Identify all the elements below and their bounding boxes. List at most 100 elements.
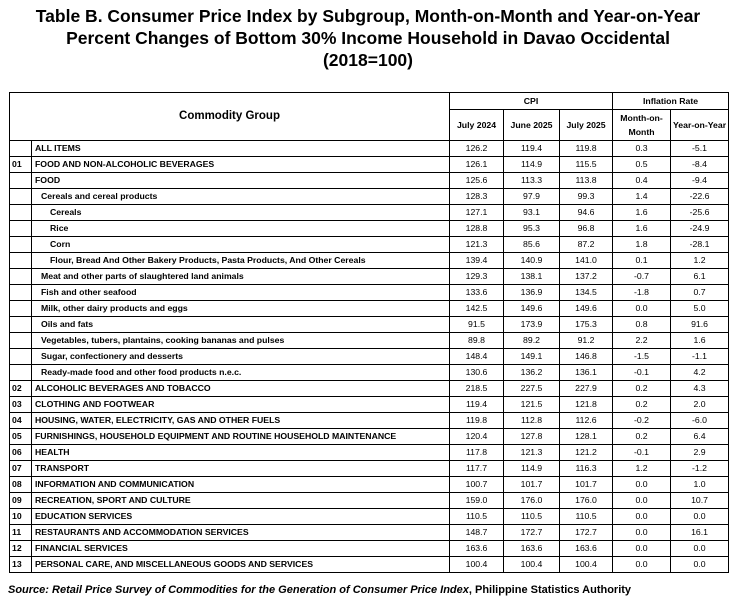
row-commodity-name: TRANSPORT — [30, 460, 451, 477]
cell-jun25: 113.3 — [503, 172, 561, 189]
cell-yoy: 0.0 — [670, 556, 730, 573]
cell-jul25: 101.7 — [559, 476, 614, 493]
table-row: ALL ITEMS 126.2 119.4 119.8 0.3 -5.1 — [9, 140, 730, 157]
cell-mom: 0.0 — [612, 492, 672, 509]
cell-yoy: 6.1 — [670, 268, 730, 285]
cell-jul24: 127.1 — [449, 204, 505, 221]
cell-yoy: 16.1 — [670, 524, 730, 541]
cell-jun25: 176.0 — [503, 492, 561, 509]
cell-jul25: 115.5 — [559, 156, 614, 173]
cell-mom: 1.6 — [612, 204, 672, 221]
row-code: 11 — [9, 524, 32, 541]
cell-yoy: 1.2 — [670, 252, 730, 269]
row-commodity-name: FOOD — [30, 172, 451, 189]
cell-jun25: 136.9 — [503, 284, 561, 301]
table-row: 12 FINANCIAL SERVICES 163.6 163.6 163.6 0.0 0.… — [9, 540, 730, 557]
cell-jul25: 134.5 — [559, 284, 614, 301]
row-code: 05 — [9, 428, 32, 445]
cell-jul24: 120.4 — [449, 428, 505, 445]
row-commodity-name: Corn — [30, 236, 451, 253]
cell-jul24: 129.3 — [449, 268, 505, 285]
row-code — [9, 252, 32, 269]
table-row: Ready-made food and other food products … — [9, 364, 730, 381]
row-code: 08 — [9, 476, 32, 493]
cell-mom: 0.2 — [612, 428, 672, 445]
cell-mom: 0.8 — [612, 316, 672, 333]
cell-jul24: 126.1 — [449, 156, 505, 173]
row-code — [9, 204, 32, 221]
cell-mom: 1.4 — [612, 188, 672, 205]
cell-jun25: 93.1 — [503, 204, 561, 221]
cell-jul24: 117.7 — [449, 460, 505, 477]
cell-jul24: 218.5 — [449, 380, 505, 397]
table-row: Fish and other seafood 133.6 136.9 134.5 -1.… — [9, 284, 730, 301]
table-row: 02 ALCOHOLIC BEVERAGES AND TOBACCO 218.5 22… — [9, 380, 730, 397]
cell-jul24: 148.4 — [449, 348, 505, 365]
cell-yoy: -22.6 — [670, 188, 730, 205]
col-header-year-on-year: Year-on-Year — [670, 109, 730, 141]
row-code — [9, 220, 32, 237]
cell-jul25: 113.8 — [559, 172, 614, 189]
cell-mom: -0.1 — [612, 364, 672, 381]
cell-jul24: 91.5 — [449, 316, 505, 333]
cell-yoy: -5.1 — [670, 140, 730, 157]
cell-jul24: 121.3 — [449, 236, 505, 253]
cell-jul25: 99.3 — [559, 188, 614, 205]
cell-jul24: 133.6 — [449, 284, 505, 301]
row-commodity-name: Ready-made food and other food products … — [30, 364, 451, 381]
cell-mom: 0.0 — [612, 556, 672, 573]
cell-jul25: 146.8 — [559, 348, 614, 365]
cell-yoy: 2.9 — [670, 444, 730, 461]
cell-jul25: 163.6 — [559, 540, 614, 557]
cell-yoy: 2.0 — [670, 396, 730, 413]
row-code: 04 — [9, 412, 32, 429]
row-commodity-name: ALCOHOLIC BEVERAGES AND TOBACCO — [30, 380, 451, 397]
cell-jul24: 100.4 — [449, 556, 505, 573]
cell-mom: 0.4 — [612, 172, 672, 189]
row-code: 13 — [9, 556, 32, 573]
cell-mom: -0.1 — [612, 444, 672, 461]
table-row: 07 TRANSPORT 117.7 114.9 116.3 1.2 -1.2 — [9, 460, 730, 477]
row-commodity-name: HOUSING, WATER, ELECTRICITY, GAS AND OTH… — [30, 412, 451, 429]
cell-yoy: -9.4 — [670, 172, 730, 189]
title-line-2: Percent Changes of Bottom 30% Income Hou… — [66, 28, 670, 48]
table-body: ALL ITEMS 126.2 119.4 119.8 0.3 -5.1 01 FOOD AN… — [9, 140, 730, 573]
cell-jul24: 142.5 — [449, 300, 505, 317]
row-commodity-name: Rice — [30, 220, 451, 237]
cell-yoy: -6.0 — [670, 412, 730, 429]
cell-jul24: 159.0 — [449, 492, 505, 509]
row-code: 06 — [9, 444, 32, 461]
cell-mom: 0.1 — [612, 252, 672, 269]
cell-mom: -1.5 — [612, 348, 672, 365]
cell-jun25: 101.7 — [503, 476, 561, 493]
cell-yoy: -1.2 — [670, 460, 730, 477]
cell-jun25: 85.6 — [503, 236, 561, 253]
cell-jul24: 100.7 — [449, 476, 505, 493]
cell-jul25: 119.8 — [559, 140, 614, 157]
cell-jul24: 163.6 — [449, 540, 505, 557]
cell-jul25: 100.4 — [559, 556, 614, 573]
title-line-1: Table B. Consumer Price Index by Subgrou… — [35, 6, 701, 26]
row-commodity-name: Cereals and cereal products — [30, 188, 451, 205]
table-row: 09 RECREATION, SPORT AND CULTURE 159.0 176.… — [9, 492, 730, 509]
cell-mom: 0.0 — [612, 508, 672, 525]
row-commodity-name: FINANCIAL SERVICES — [30, 540, 451, 557]
cell-jul25: 110.5 — [559, 508, 614, 525]
cell-jul24: 139.4 — [449, 252, 505, 269]
cell-yoy: -24.9 — [670, 220, 730, 237]
cell-jun25: 112.8 — [503, 412, 561, 429]
row-commodity-name: EDUCATION SERVICES — [30, 508, 451, 525]
table-row: Vegetables, tubers, plantains, cooking b… — [9, 332, 730, 349]
cell-yoy: 0.0 — [670, 508, 730, 525]
cell-yoy: -28.1 — [670, 236, 730, 253]
cell-mom: 0.2 — [612, 380, 672, 397]
cell-mom: 0.0 — [612, 524, 672, 541]
source-note: Source: Retail Price Survey of Commoditi… — [8, 584, 631, 596]
cell-yoy: 0.7 — [670, 284, 730, 301]
row-code — [9, 316, 32, 333]
cell-yoy: 0.0 — [670, 540, 730, 557]
cell-yoy: 4.2 — [670, 364, 730, 381]
source-label: Source: Retail Price Survey of Commoditi… — [8, 584, 469, 596]
cell-mom: 0.3 — [612, 140, 672, 157]
cell-jun25: 121.5 — [503, 396, 561, 413]
